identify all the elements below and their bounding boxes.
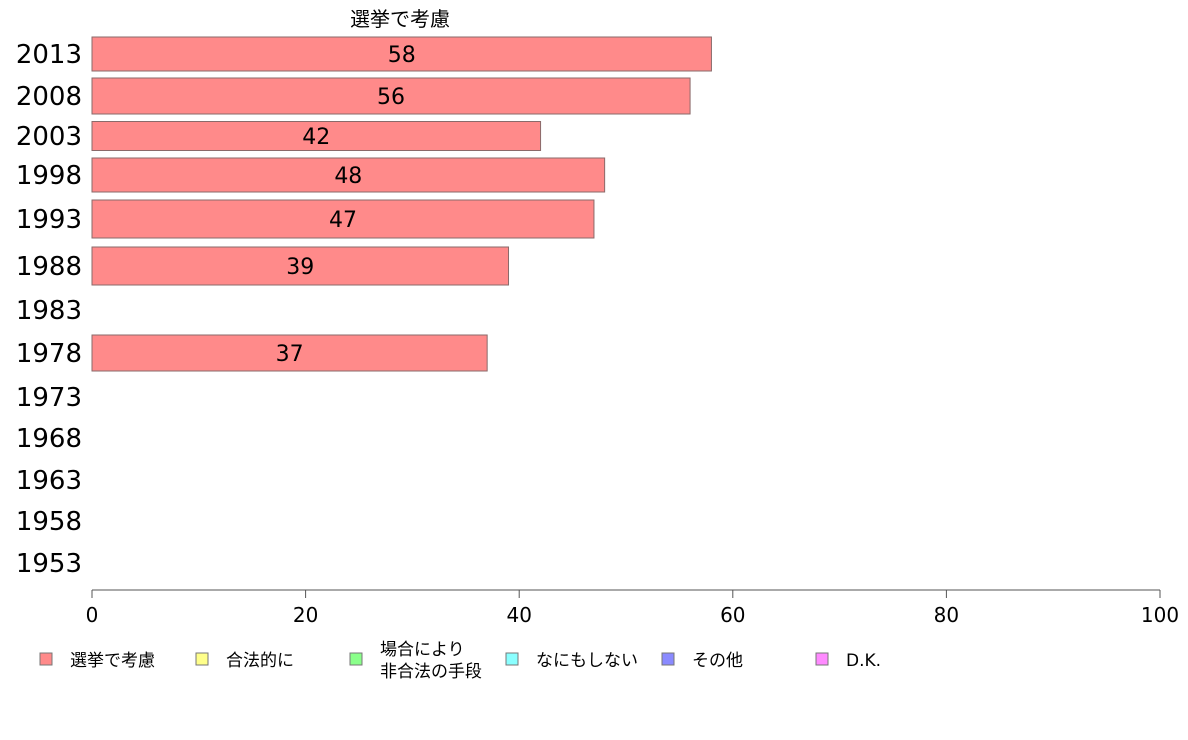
legend-swatch	[815, 652, 829, 666]
y-tick-label: 2013	[16, 40, 82, 70]
y-tick-label: 1993	[16, 205, 82, 235]
y-tick-labels: 2013 2008 2003 1998 1993 1988 1983 1978 1973 1968…	[16, 40, 82, 579]
x-tick-label: 20	[293, 603, 318, 627]
legend-swatch	[661, 652, 675, 666]
bar	[91, 334, 488, 372]
y-tick-label: 1968	[16, 424, 82, 454]
x-tick-label: 60	[720, 603, 745, 627]
bar-value-label: 37	[276, 342, 304, 367]
bar-value-label: 58	[388, 43, 416, 68]
legend: 選挙で考慮 合法的に 場合により非合法の手段 なにもしない その他 D.K.	[39, 640, 881, 682]
y-tick-label: 1983	[16, 296, 82, 326]
y-tick-label: 1958	[16, 507, 82, 537]
y-tick-label: 1978	[16, 339, 82, 369]
y-tick-label: 1973	[16, 383, 82, 413]
bar	[91, 36, 712, 72]
x-axis: 0 20 40 60 80 100	[86, 589, 1179, 627]
legend-swatch	[349, 652, 363, 666]
bar-value-label: 42	[302, 125, 330, 150]
y-tick-label: 1953	[16, 549, 82, 579]
x-tick-label: 100	[1141, 603, 1179, 627]
y-tick-label: 1988	[16, 252, 82, 282]
legend-label: D.K.	[846, 651, 881, 671]
legend-label: 選挙で考慮	[70, 651, 155, 671]
bar	[91, 199, 595, 239]
x-tick-label: 40	[506, 603, 531, 627]
bar	[91, 121, 542, 151]
y-tick-label: 2003	[16, 122, 82, 152]
x-tick-label: 0	[86, 603, 99, 627]
bar-value-label: 47	[329, 208, 357, 233]
y-tick-label: 1998	[16, 161, 82, 191]
legend-label-line: 場合により	[380, 640, 465, 660]
legend-label: その他	[692, 651, 743, 671]
bar	[91, 246, 510, 286]
bar	[91, 77, 691, 115]
bar-value-label: 48	[334, 164, 362, 189]
chart-title: 選挙で考慮	[350, 7, 450, 31]
legend-label-line: 非合法の手段	[380, 662, 482, 682]
legend-swatch	[195, 652, 209, 666]
x-tick-label: 80	[934, 603, 959, 627]
legend-label: なにもしない	[536, 651, 638, 671]
legend-swatch	[39, 652, 53, 666]
y-tick-label: 1963	[16, 466, 82, 496]
bar	[91, 157, 606, 193]
bar-value-label: 39	[286, 255, 314, 280]
legend-label: 合法的に	[226, 651, 294, 671]
y-tick-label: 2008	[16, 82, 82, 112]
bar-value-label: 56	[377, 85, 405, 110]
legend-swatch	[505, 652, 519, 666]
legend-label: 場合により非合法の手段	[380, 640, 482, 682]
